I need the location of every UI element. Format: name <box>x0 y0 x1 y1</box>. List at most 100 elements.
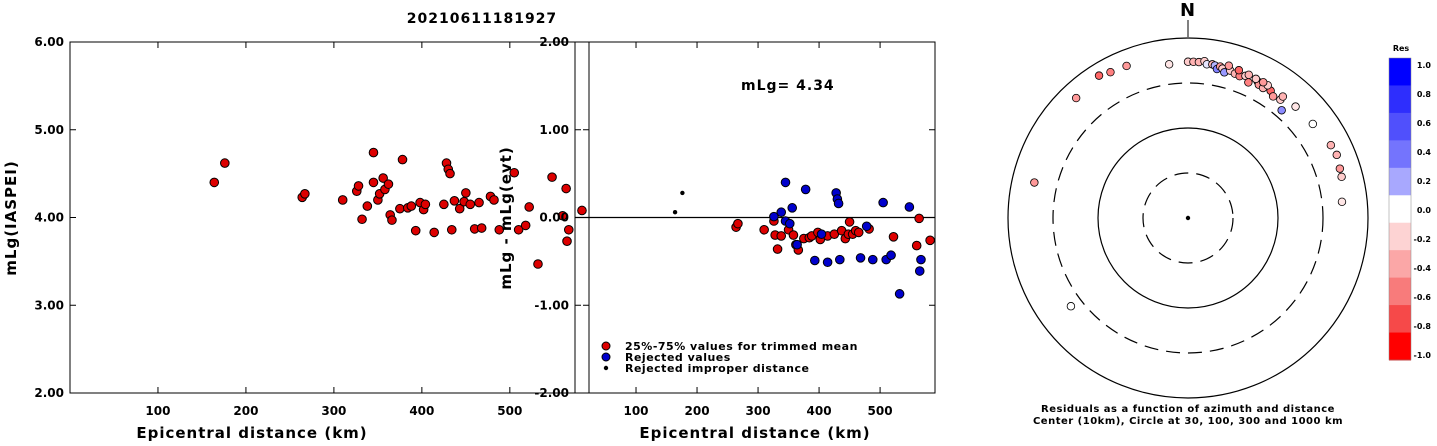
station-point <box>1106 67 1115 77</box>
x-tick-label: 300 <box>321 404 346 418</box>
data-point <box>533 259 543 269</box>
station-points <box>1030 56 1347 311</box>
colorbar-cell <box>1389 58 1411 86</box>
colorbar-cell <box>1389 305 1411 334</box>
data-point <box>562 236 572 246</box>
station-point <box>1277 106 1286 115</box>
data-point <box>454 203 465 214</box>
x-tick-label: 400 <box>807 404 832 418</box>
data-point <box>680 190 685 196</box>
station-point <box>1291 102 1300 111</box>
colorbar-cell <box>1389 167 1411 196</box>
data-point <box>395 203 405 214</box>
station-point <box>1234 66 1244 75</box>
colorbar-label: -1.0 <box>1414 351 1432 360</box>
legend-marker <box>603 365 609 371</box>
data-point <box>886 250 896 261</box>
station-point <box>1337 172 1346 182</box>
station-point <box>1335 164 1345 173</box>
y-tick-label: 6.00 <box>34 35 64 49</box>
caption-line-2: Center (10km), Circle at 30, 100, 300 an… <box>1033 416 1343 427</box>
distance-ring <box>1007 37 1369 399</box>
y-tick-label: 3.00 <box>34 298 64 312</box>
colorbar-label: 0.8 <box>1417 90 1432 99</box>
data-point <box>429 227 439 238</box>
page-title: 20210611181927 <box>407 11 557 27</box>
data-point <box>561 183 571 194</box>
y-tick-label: 5.00 <box>34 123 64 137</box>
distance-rings <box>1007 37 1369 399</box>
azimuth-distance-panel: N Residuals as a function of azimuth and… <box>1007 0 1369 427</box>
data-point <box>520 220 531 231</box>
y-axis-label: mLg - mLg(evt) <box>497 146 515 289</box>
colorbar-cell <box>1389 222 1411 251</box>
data-point <box>378 173 388 183</box>
data-point <box>383 179 394 189</box>
residual-colorbar: Res 1.0 0.8 0.6 0.4 0.2 0.0 -0.2 -0.4 -0.6 -0.8 -1… <box>1388 44 1432 361</box>
station-point <box>1326 141 1336 150</box>
data-point <box>914 213 924 224</box>
data-point <box>925 235 935 246</box>
data-point <box>894 289 905 299</box>
data-point <box>476 223 487 233</box>
data-point <box>357 214 367 225</box>
x-axis-label: Epicentral distance (km) <box>136 424 367 441</box>
data-point <box>816 229 827 239</box>
colorbar-cell <box>1389 112 1411 141</box>
station-point <box>1094 71 1104 80</box>
data-point <box>776 207 787 218</box>
colorbar-cell <box>1389 277 1411 306</box>
data-point <box>800 184 811 195</box>
data-point <box>822 257 833 268</box>
data-point <box>439 199 449 210</box>
legend-label: Rejected values <box>625 351 731 364</box>
data-point <box>362 201 373 211</box>
x-tick-label: 200 <box>233 404 258 418</box>
data-point <box>914 266 925 276</box>
colorbar-cell <box>1389 332 1411 361</box>
station-point <box>1244 78 1253 87</box>
data-point <box>878 197 888 208</box>
colorbar-cell <box>1389 195 1411 224</box>
data-point <box>861 221 872 232</box>
data-point <box>769 211 779 222</box>
colorbar-cells <box>1388 57 1412 361</box>
colorbar-label: 1.0 <box>1417 61 1432 70</box>
data-point <box>809 255 820 266</box>
data-point <box>784 218 795 229</box>
station-point <box>1259 78 1268 87</box>
residual-vs-distance-panel: 100 200 300 400 500 -2.00 -1.00 0.00 1.00 2.00 mL… <box>497 35 936 442</box>
y-axis-label: mLg(IASPEI) <box>2 160 20 275</box>
data-point <box>916 254 926 265</box>
data-point <box>509 167 520 178</box>
data-point <box>353 181 364 191</box>
data-point <box>494 224 505 235</box>
data-point <box>410 225 421 236</box>
data-points <box>209 147 587 269</box>
y-tick-label: -2.00 <box>534 386 569 400</box>
data-point <box>855 253 866 263</box>
axis-ticks: 100 200 300 400 500 2.00 3.00 4.00 5.00 6.00 <box>34 35 589 418</box>
legend-marker <box>601 352 611 362</box>
y-tick-label: 0.00 <box>539 211 569 225</box>
x-axis-label: Epicentral distance (km) <box>639 424 870 441</box>
axis-ticks: 100 200 300 400 500 -2.00 -1.00 0.00 1.00 2.00 <box>534 35 935 418</box>
station-point <box>1066 302 1076 311</box>
station-point <box>1268 92 1278 101</box>
station-point <box>1251 74 1261 84</box>
north-label: N <box>1180 0 1196 21</box>
station-point <box>1224 61 1234 70</box>
colorbar-label: -0.2 <box>1414 235 1432 244</box>
data-point <box>547 172 557 182</box>
data-point <box>904 202 915 212</box>
colorbar-label: 0.4 <box>1417 148 1432 157</box>
colorbar-labels: 1.0 0.8 0.6 0.4 0.2 0.0 -0.2 -0.4 -0.6 -0.8 -1.0 <box>1414 61 1432 360</box>
data-point <box>220 158 230 168</box>
colorbar-cell <box>1389 85 1411 114</box>
data-point <box>300 189 310 199</box>
data-point <box>445 168 455 179</box>
magnitude-vs-distance-panel: 100 200 300 400 500 2.00 3.00 4.00 5.00 6.00 Epic… <box>2 35 590 442</box>
data-point <box>368 177 379 188</box>
station-point <box>1122 61 1131 71</box>
